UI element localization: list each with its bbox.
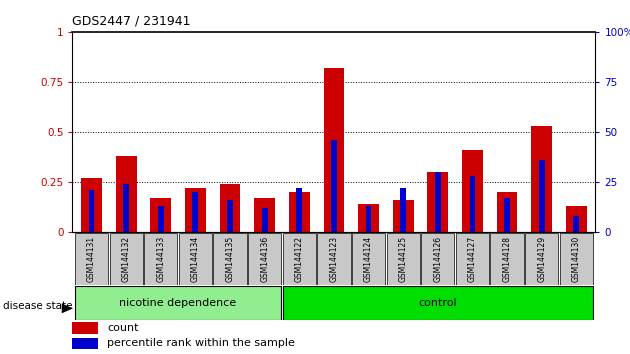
Text: GSM144131: GSM144131 <box>87 236 96 282</box>
Bar <box>72 322 98 334</box>
Bar <box>392 200 413 232</box>
Bar <box>220 184 241 232</box>
Text: control: control <box>418 298 457 308</box>
Bar <box>158 206 164 232</box>
Bar <box>352 233 385 285</box>
Text: GSM144128: GSM144128 <box>503 236 512 282</box>
Text: GSM144135: GSM144135 <box>226 236 234 282</box>
Text: disease state: disease state <box>3 301 72 311</box>
Bar <box>248 233 281 285</box>
Bar <box>490 233 524 285</box>
Text: GSM144134: GSM144134 <box>191 236 200 282</box>
Bar <box>504 198 510 232</box>
Bar <box>296 188 302 232</box>
Bar <box>559 233 593 285</box>
Bar <box>387 233 420 285</box>
Bar <box>89 190 94 232</box>
Bar <box>421 233 454 285</box>
Bar <box>566 206 587 232</box>
Text: GSM144126: GSM144126 <box>433 236 442 282</box>
Bar <box>193 192 198 232</box>
Text: GSM144122: GSM144122 <box>295 236 304 282</box>
Bar <box>144 233 178 285</box>
Text: GSM144123: GSM144123 <box>329 236 338 282</box>
Text: GSM144132: GSM144132 <box>122 236 130 282</box>
Bar <box>116 156 137 232</box>
Text: nicotine dependence: nicotine dependence <box>120 298 237 308</box>
Bar <box>185 188 206 232</box>
Bar <box>81 178 102 232</box>
Bar <box>123 184 129 232</box>
Bar <box>151 198 171 232</box>
Text: GSM144127: GSM144127 <box>468 236 477 282</box>
Bar <box>455 233 489 285</box>
Text: GSM144129: GSM144129 <box>537 236 546 282</box>
Bar <box>496 192 517 232</box>
Polygon shape <box>62 303 73 313</box>
Bar <box>75 233 108 285</box>
Bar <box>539 160 544 232</box>
Text: GSM144130: GSM144130 <box>572 236 581 282</box>
Bar <box>261 208 268 232</box>
Text: GSM144133: GSM144133 <box>156 236 165 282</box>
Bar <box>255 198 275 232</box>
Text: GSM144136: GSM144136 <box>260 236 269 282</box>
Bar <box>469 176 475 232</box>
Bar <box>331 140 337 232</box>
Bar <box>435 172 441 232</box>
Bar <box>531 126 552 232</box>
Bar <box>227 200 233 232</box>
Bar <box>427 172 448 232</box>
Bar <box>110 233 143 285</box>
Text: percentile rank within the sample: percentile rank within the sample <box>107 338 295 348</box>
Bar <box>324 68 344 232</box>
Bar <box>525 233 558 285</box>
Bar <box>283 233 316 285</box>
Bar <box>75 286 281 320</box>
Bar <box>358 204 379 232</box>
Bar <box>318 233 350 285</box>
Text: GSM144124: GSM144124 <box>364 236 373 282</box>
Bar <box>283 286 593 320</box>
Bar <box>365 206 372 232</box>
Bar <box>462 150 483 232</box>
Text: GSM144125: GSM144125 <box>399 236 408 282</box>
Bar <box>179 233 212 285</box>
Bar <box>72 337 98 349</box>
Text: GDS2447 / 231941: GDS2447 / 231941 <box>72 14 191 27</box>
Bar <box>214 233 246 285</box>
Bar <box>573 216 579 232</box>
Text: count: count <box>107 323 139 333</box>
Bar <box>400 188 406 232</box>
Bar <box>289 192 310 232</box>
